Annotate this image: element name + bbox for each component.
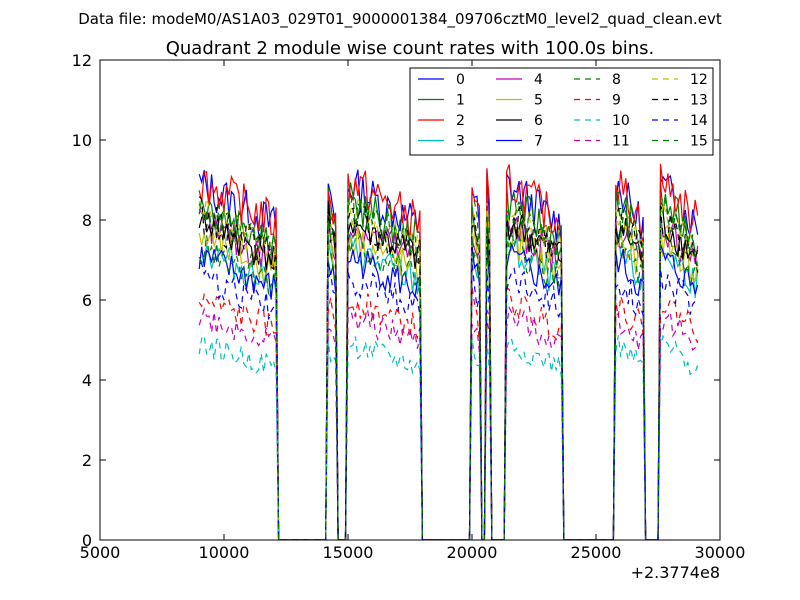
x-tick-label: 10000 xyxy=(199,543,250,562)
y-tick-label: 10 xyxy=(72,131,92,150)
x-tick-label: 5000 xyxy=(80,543,121,562)
x-tick-label: 25000 xyxy=(571,543,622,562)
legend-label: 3 xyxy=(456,134,465,150)
y-tick-label: 0 xyxy=(82,531,92,550)
legend-label: 0 xyxy=(456,72,465,88)
x-tick-label: 15000 xyxy=(323,543,374,562)
series-lines xyxy=(198,163,699,540)
legend-label: 2 xyxy=(456,113,465,129)
legend-label: 7 xyxy=(534,134,543,150)
legend-box xyxy=(409,67,714,156)
legend-label: 11 xyxy=(612,134,630,150)
legend-label: 5 xyxy=(534,93,543,109)
chart-title: Quadrant 2 module wise count rates with … xyxy=(166,38,655,59)
legend-label: 1 xyxy=(456,93,465,109)
x-tick-label: 30000 xyxy=(695,543,746,562)
y-tick-label: 4 xyxy=(82,371,92,390)
y-tick-label: 2 xyxy=(82,451,92,470)
x-tick-label: 20000 xyxy=(447,543,498,562)
y-tick-label: 8 xyxy=(82,211,92,230)
legend-label: 13 xyxy=(690,93,708,109)
legend-label: 6 xyxy=(534,113,543,129)
legend-label: 4 xyxy=(534,72,543,88)
legend-label: 9 xyxy=(612,93,621,109)
x-axis-offset-label: +2.3774e8 xyxy=(631,563,720,582)
legend-label: 10 xyxy=(612,113,630,129)
data-file-suptitle: Data file: modeM0/AS1A03_029T01_90000013… xyxy=(78,10,722,29)
legend-label: 15 xyxy=(690,134,708,150)
legend-label: 14 xyxy=(690,113,708,129)
legend-label: 8 xyxy=(612,72,621,88)
legend-label: 12 xyxy=(690,72,708,88)
series-line xyxy=(198,191,699,540)
y-tick-label: 6 xyxy=(82,291,92,310)
y-tick-label: 12 xyxy=(72,51,92,70)
